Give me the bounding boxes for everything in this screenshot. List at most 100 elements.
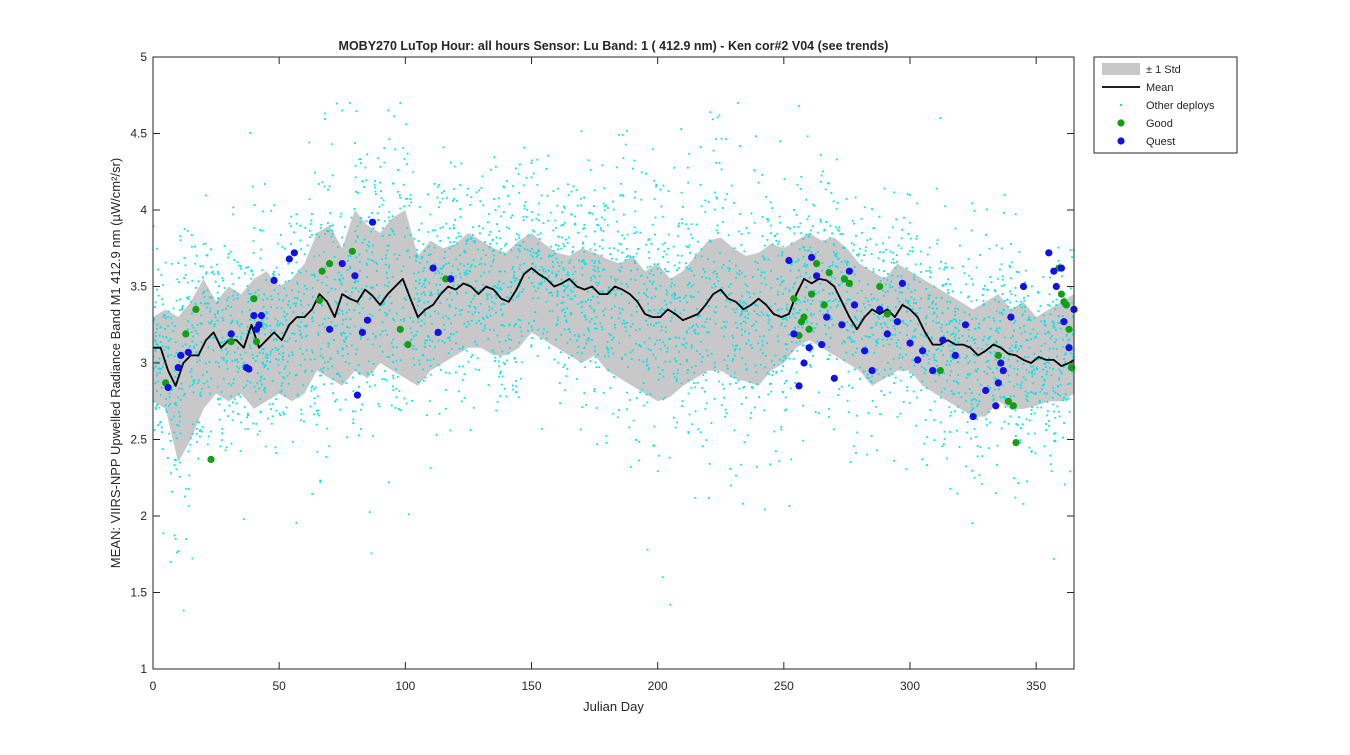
other-deploys-point <box>717 371 719 373</box>
other-deploys-point <box>946 266 948 269</box>
other-deploys-point <box>499 372 502 375</box>
other-deploys-point <box>723 396 725 399</box>
other-deploys-point <box>277 359 280 361</box>
other-deploys-point <box>856 431 859 434</box>
other-deploys-point <box>822 289 825 292</box>
other-deploys-point <box>232 213 235 216</box>
other-deploys-point <box>571 291 574 293</box>
other-deploys-point <box>590 318 593 320</box>
other-deploys-point <box>582 259 585 261</box>
other-deploys-point <box>602 310 604 313</box>
other-deploys-point <box>234 359 236 361</box>
other-deploys-point <box>1057 315 1060 317</box>
other-deploys-point <box>957 405 959 408</box>
other-deploys-point <box>589 276 592 279</box>
other-deploys-point <box>543 280 546 283</box>
other-deploys-point <box>355 280 357 282</box>
other-deploys-point <box>1054 440 1057 443</box>
other-deploys-point <box>249 347 252 349</box>
other-deploys-point <box>596 224 598 226</box>
other-deploys-point <box>436 196 439 199</box>
other-deploys-point <box>157 294 160 297</box>
other-deploys-point <box>670 282 673 285</box>
other-deploys-point <box>958 329 960 332</box>
other-deploys-point <box>276 349 279 352</box>
other-deploys-point <box>562 205 565 208</box>
other-deploys-point <box>902 401 905 403</box>
other-deploys-point <box>331 224 334 227</box>
other-deploys-point <box>282 376 285 378</box>
other-deploys-point <box>565 375 568 377</box>
other-deploys-point <box>747 313 750 316</box>
other-deploys-point <box>279 414 282 417</box>
other-deploys-point <box>916 202 919 205</box>
other-deploys-point <box>687 431 690 433</box>
other-deploys-point <box>830 318 833 320</box>
other-deploys-point <box>540 194 543 197</box>
other-deploys-point <box>1061 372 1063 375</box>
other-deploys-point <box>798 248 801 251</box>
other-deploys-point <box>778 215 781 218</box>
other-deploys-point <box>381 203 384 206</box>
other-deploys-point <box>919 281 921 283</box>
other-deploys-point <box>159 367 161 370</box>
other-deploys-point <box>488 233 491 236</box>
other-deploys-point <box>796 299 799 301</box>
other-deploys-point <box>405 402 408 405</box>
other-deploys-point <box>629 351 632 354</box>
other-deploys-point <box>439 368 442 371</box>
other-deploys-point <box>550 255 553 258</box>
other-deploys-point <box>809 364 811 366</box>
other-deploys-point <box>421 353 424 356</box>
other-deploys-point <box>400 270 403 273</box>
other-deploys-point <box>675 360 677 362</box>
other-deploys-point <box>754 260 757 263</box>
other-deploys-point <box>628 334 631 337</box>
good-point <box>1065 325 1073 333</box>
other-deploys-point <box>197 382 199 384</box>
other-deploys-point <box>708 497 710 499</box>
other-deploys-point <box>535 252 537 255</box>
other-deploys-point <box>808 249 810 252</box>
other-deploys-point <box>847 329 849 332</box>
other-deploys-point <box>790 458 793 461</box>
other-deploys-point <box>715 305 718 308</box>
other-deploys-point <box>536 183 539 186</box>
other-deploys-point <box>1042 276 1045 278</box>
good-point <box>404 341 412 349</box>
other-deploys-point <box>662 398 665 401</box>
other-deploys-point <box>958 446 961 448</box>
other-deploys-point <box>839 233 842 235</box>
other-deploys-point <box>278 323 281 326</box>
other-deploys-point <box>199 391 202 394</box>
other-deploys-point <box>838 388 841 390</box>
other-deploys-point <box>751 387 754 389</box>
other-deploys-point <box>985 418 987 421</box>
other-deploys-point <box>687 166 689 169</box>
other-deploys-point <box>591 287 594 290</box>
other-deploys-point <box>562 267 565 270</box>
other-deploys-point <box>965 431 968 434</box>
other-deploys-point <box>571 273 574 276</box>
other-deploys-point <box>179 432 182 435</box>
other-deploys-point <box>410 338 413 341</box>
other-deploys-point <box>602 391 605 394</box>
other-deploys-point <box>567 280 569 283</box>
other-deploys-point <box>998 388 1000 391</box>
other-deploys-point <box>510 249 513 251</box>
other-deploys-point <box>412 345 415 347</box>
other-deploys-point <box>971 522 974 525</box>
other-deploys-point <box>333 278 336 281</box>
other-deploys-point <box>560 351 562 354</box>
legend-item: Other deploys <box>1120 100 1215 112</box>
quest-point <box>838 321 846 329</box>
other-deploys-point <box>348 326 351 329</box>
other-deploys-point <box>488 293 491 296</box>
other-deploys-point <box>960 291 962 294</box>
quest-point <box>358 328 366 336</box>
other-deploys-point <box>1010 337 1012 339</box>
other-deploys-point <box>1014 346 1017 348</box>
other-deploys-point <box>851 324 853 327</box>
other-deploys-point <box>646 288 648 291</box>
other-deploys-point <box>572 250 574 253</box>
